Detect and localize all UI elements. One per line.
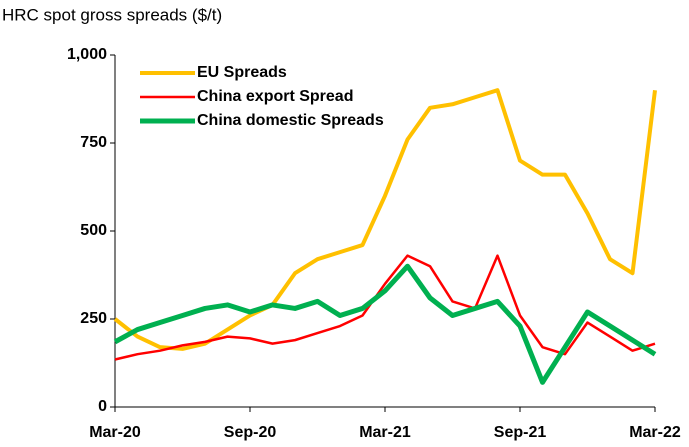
x-tick-label: Mar-20 <box>89 424 141 441</box>
legend-label: EU Spreads <box>197 64 287 81</box>
series-line <box>113 263 657 385</box>
x-tick-label: Sep-20 <box>224 424 277 441</box>
y-tick-label: 0 <box>98 398 107 415</box>
legend-label: China export Spread <box>197 88 353 105</box>
y-tick-label: 1,000 <box>67 46 107 63</box>
y-tick-label: 250 <box>80 310 107 327</box>
x-tick-label: Mar-22 <box>629 424 681 441</box>
series-line <box>113 88 657 351</box>
legend-label: China domestic Spreads <box>197 112 384 129</box>
x-tick-label: Mar-21 <box>359 424 411 441</box>
x-tick-label: Sep-21 <box>494 424 547 441</box>
series-line <box>114 254 656 361</box>
chart-title: HRC spot gross spreads ($/t) <box>2 5 222 24</box>
y-tick-label: 500 <box>80 222 107 239</box>
y-tick-label: 750 <box>80 134 107 151</box>
